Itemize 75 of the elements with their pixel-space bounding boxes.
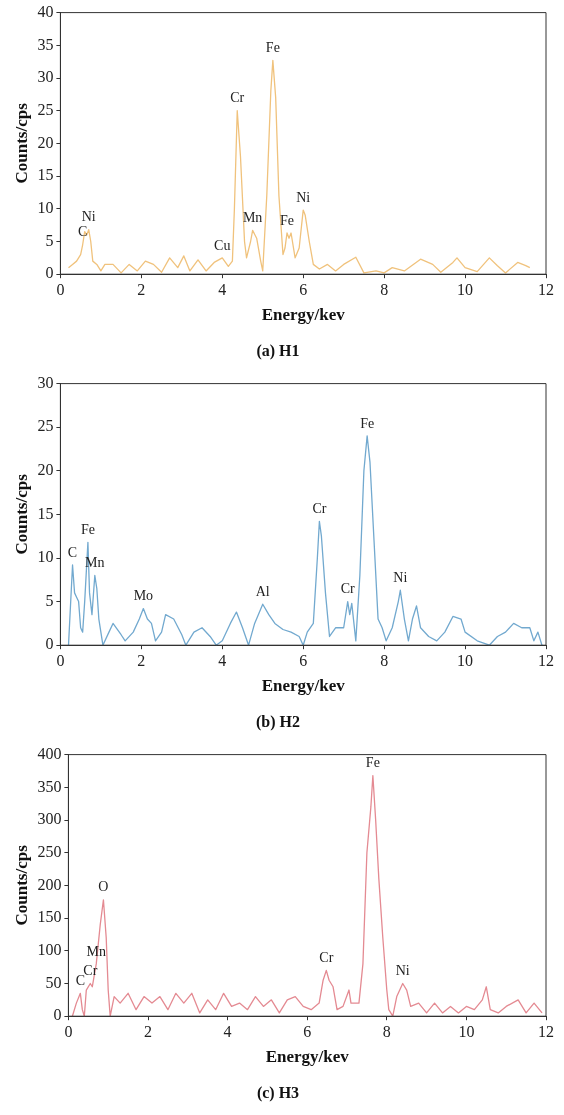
- x-tick-label: 8: [382, 1023, 391, 1040]
- annotation: Cr: [83, 963, 98, 979]
- y-tick-label: 5: [45, 591, 54, 609]
- y-tick-label: 5: [45, 231, 54, 249]
- y-tick-label: 20: [37, 133, 54, 151]
- x-tick-label: 2: [144, 1023, 152, 1040]
- annotation: Fe: [80, 521, 95, 537]
- y-tick-label: 350: [37, 777, 62, 795]
- annotation: Fe: [360, 415, 375, 431]
- y-tick-label: 50: [45, 973, 62, 991]
- y-tick-label: 40: [37, 2, 54, 20]
- annotation: O: [98, 879, 109, 895]
- annotation: Cr: [340, 581, 356, 597]
- y-tick-label: 200: [37, 875, 62, 893]
- annotation: C: [77, 224, 88, 240]
- x-tick-label: 12: [538, 281, 554, 298]
- x-tick-label: 12: [538, 1023, 554, 1040]
- x-tick-label: 6: [299, 281, 308, 298]
- y-tick-label: 30: [37, 68, 54, 86]
- y-axis-title: Counts/cps: [11, 102, 31, 184]
- x-tick-label: 10: [457, 652, 474, 669]
- y-tick-label: 35: [37, 35, 54, 53]
- annotation: Al: [255, 583, 270, 599]
- y-tick-label: 25: [37, 417, 54, 435]
- annotation: Cr: [312, 501, 327, 517]
- x-axis-title: Energy/kev: [261, 675, 346, 695]
- x-tick-label: 4: [218, 281, 227, 298]
- text: (a) H1: [256, 341, 300, 360]
- x-axis-title: Energy/kev: [261, 304, 346, 324]
- y-axis-title: Counts/cps: [11, 844, 31, 926]
- x-tick-label: 8: [380, 652, 389, 669]
- y-axis-title: Counts/cps: [11, 473, 31, 555]
- y-tick-label: 250: [37, 842, 62, 860]
- y-tick-label: 10: [37, 548, 54, 566]
- annotation: Mn: [242, 210, 263, 226]
- annotation: Mn: [86, 943, 106, 959]
- annotation: Ni: [81, 209, 96, 225]
- annotation: Cr: [230, 90, 245, 106]
- text: (b) H2: [256, 712, 300, 731]
- y-tick-label: 400: [37, 744, 62, 762]
- x-tick-label: 2: [137, 652, 146, 669]
- x-tick-label: 8: [380, 281, 389, 298]
- annotation: Ni: [395, 963, 410, 979]
- text: (c) H3: [256, 1083, 300, 1102]
- y-tick-label: 0: [45, 264, 54, 282]
- x-tick-label: 6: [299, 652, 308, 669]
- y-tick-label: 150: [37, 908, 62, 926]
- annotation: Cr: [319, 950, 334, 966]
- y-tick-label: 30: [37, 373, 54, 391]
- x-tick-label: 2: [137, 281, 146, 298]
- annotation: Fe: [365, 755, 380, 771]
- annotation: Ni: [393, 569, 408, 585]
- y-tick-label: 20: [37, 461, 54, 478]
- y-tick-label: 25: [37, 100, 54, 118]
- y-tick-label: 0: [53, 1006, 62, 1024]
- annotation: C: [67, 544, 78, 560]
- annotation: Ni: [296, 189, 311, 205]
- x-tick-label: 12: [538, 652, 554, 669]
- y-tick-label: 15: [37, 166, 54, 184]
- annotation: Cu: [214, 237, 231, 253]
- y-tick-label: 15: [37, 504, 54, 522]
- x-tick-label: 10: [457, 281, 474, 298]
- x-tick-label: 0: [64, 1023, 73, 1040]
- x-tick-label: 10: [458, 1023, 475, 1040]
- y-tick-label: 100: [37, 941, 62, 958]
- x-tick-label: 6: [303, 1023, 312, 1040]
- y-tick-label: 0: [45, 635, 54, 653]
- x-tick-label: 4: [223, 1023, 232, 1040]
- annotation: Fe: [280, 212, 295, 228]
- x-axis-title: Energy/kev: [265, 1046, 350, 1066]
- annotation: Fe: [265, 40, 280, 56]
- y-tick-label: 300: [37, 810, 62, 828]
- y-tick-label: 10: [37, 199, 54, 216]
- annotation: Mo: [133, 588, 154, 604]
- x-tick-label: 4: [218, 652, 227, 669]
